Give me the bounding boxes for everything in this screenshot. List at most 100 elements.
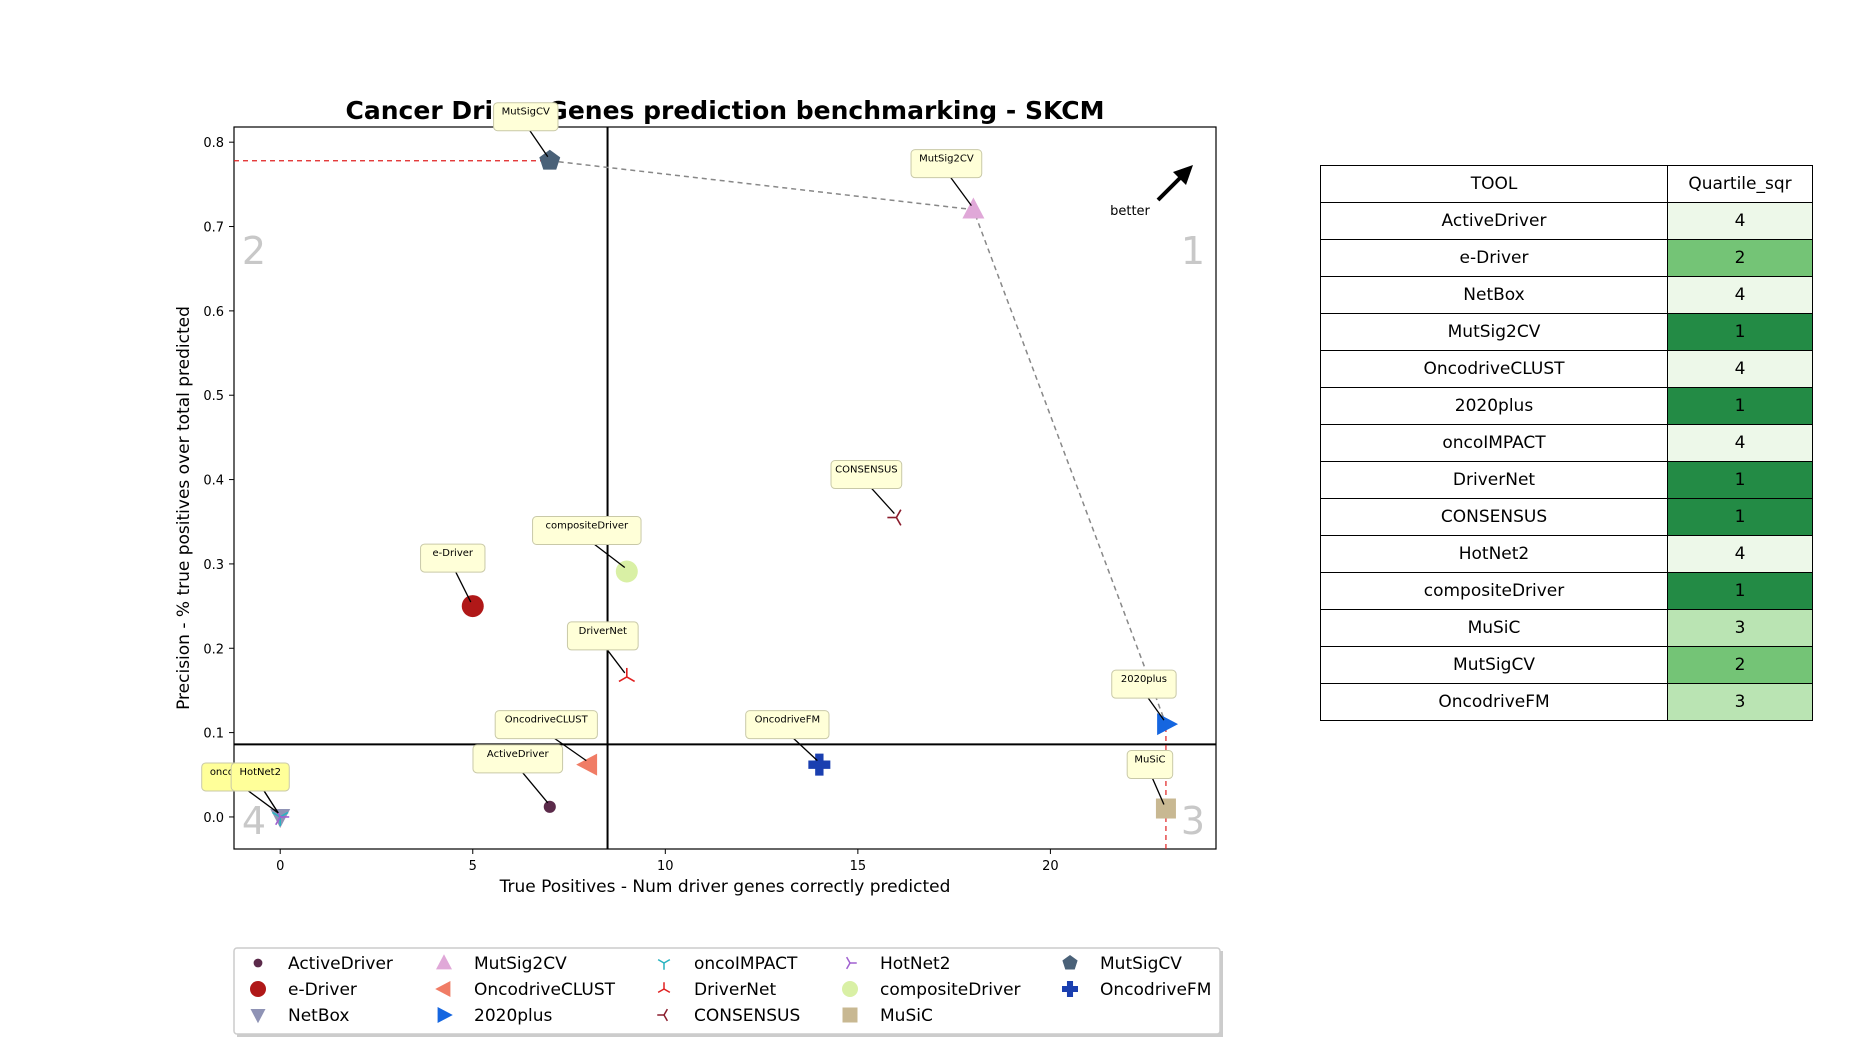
quadrant-label-2: 2 xyxy=(242,229,266,273)
table-cell-tool: OncodriveFM xyxy=(1320,683,1668,721)
table-cell-tool: ActiveDriver xyxy=(1320,202,1668,240)
point-drivernet xyxy=(618,667,636,683)
legend-item-label: MutSigCV xyxy=(1100,954,1182,974)
annotation-box xyxy=(830,460,903,490)
table-cell-quartile: 4 xyxy=(1667,424,1813,462)
legend-marker xyxy=(436,954,452,970)
y-axis-label: Precision - % true positives over total … xyxy=(174,306,194,710)
legend-marker xyxy=(845,956,857,970)
point-oncodriveclust xyxy=(576,753,598,776)
table-cell-tool: MutSig2CV xyxy=(1320,313,1668,351)
plot-area: 0 5 10 15 20 0.0 0.1 0.2 0.3 0.4 0.5 0.6 0.7 0.8 1 2 3 4 b… xyxy=(201,102,1217,874)
table-cell-quartile: 2 xyxy=(1667,646,1813,684)
legend-marker xyxy=(842,1007,858,1023)
pareto-frontier-line xyxy=(549,159,1167,725)
x-tick-label: 15 xyxy=(850,859,867,874)
table-cell-tool: compositeDriver xyxy=(1320,572,1668,610)
table-header-row: TOOL Quartile_sqr xyxy=(1320,165,1813,203)
table-row: HotNet2 4 xyxy=(1320,535,1813,573)
legend-item-label: MuSiC xyxy=(880,1006,933,1026)
legend-marker xyxy=(437,1007,453,1023)
y-tick-label: 0.1 xyxy=(203,727,224,742)
legend-marker xyxy=(1062,955,1078,970)
point-activedriver xyxy=(543,800,556,813)
point-oncodrivefm xyxy=(808,753,831,776)
point-consensus xyxy=(887,509,902,526)
legend-item-label: NetBox xyxy=(288,1006,349,1026)
annotation-box xyxy=(494,710,598,740)
table-cell-tool: DriverNet xyxy=(1320,461,1668,499)
point-mutsigcv xyxy=(539,149,561,170)
plot-frame xyxy=(233,126,1217,850)
table-cell-quartile: 1 xyxy=(1667,387,1813,425)
y-tick-label: 0.2 xyxy=(203,642,224,657)
x-tick-label: 0 xyxy=(276,859,284,874)
legend-marker xyxy=(250,981,266,997)
chart-title: Cancer Driver Genes prediction benchmark… xyxy=(346,96,1105,125)
annotation-label: e-Driver xyxy=(432,548,473,559)
table-row: 2020plus 1 xyxy=(1320,387,1813,425)
annotation-label: HotNet2 xyxy=(239,767,280,778)
legend-marker xyxy=(253,958,263,968)
table-header-quartile: Quartile_sqr xyxy=(1667,165,1813,203)
annotation-box xyxy=(1126,750,1174,780)
legend-item-label: HotNet2 xyxy=(880,954,951,974)
point-compositedriver xyxy=(615,560,638,583)
quadrant-label-4: 4 xyxy=(242,799,266,843)
table-row: OncodriveCLUST 4 xyxy=(1320,350,1813,388)
legend-marker xyxy=(657,982,671,994)
table-cell-tool: e-Driver xyxy=(1320,239,1668,277)
quadrant-label-3: 3 xyxy=(1181,799,1205,843)
legend-marker xyxy=(435,981,451,997)
point-mutsig2cv xyxy=(962,197,985,219)
table-cell-tool: oncoIMPACT xyxy=(1320,424,1668,462)
annotation-label: DriverNet xyxy=(579,626,627,637)
table-row: CONSENSUS 1 xyxy=(1320,498,1813,536)
better-label: better xyxy=(1110,204,1150,219)
y-tick-label: 0.5 xyxy=(203,389,224,404)
table-cell-tool: OncodriveCLUST xyxy=(1320,350,1668,388)
table-row: MuSiC 3 xyxy=(1320,609,1813,647)
annotation-label: CONSENSUS xyxy=(835,465,898,476)
legend-item-label: oncoIMPACT xyxy=(694,954,798,974)
legend-item-label: ActiveDriver xyxy=(288,954,393,974)
better-arrowhead xyxy=(1173,165,1193,185)
legend-item-label: 2020plus xyxy=(474,1006,553,1026)
x-axis-label: True Positives - Num driver genes correc… xyxy=(499,877,951,897)
annotation-box xyxy=(566,621,639,651)
table-header-tool: TOOL xyxy=(1320,165,1668,203)
annotation-box xyxy=(745,710,830,740)
table-cell-tool: MuSiC xyxy=(1320,609,1668,647)
table-row: MutSigCV 2 xyxy=(1320,646,1813,684)
quadrant-label-1: 1 xyxy=(1181,229,1205,273)
table-cell-quartile: 3 xyxy=(1667,609,1813,647)
legend-marker xyxy=(657,958,671,970)
annotation-box xyxy=(493,102,559,132)
point-e-driver xyxy=(461,595,484,618)
legend-item-label: MutSig2CV xyxy=(474,954,567,974)
table-row: OncodriveFM 3 xyxy=(1320,683,1813,721)
annotation-label: 2020plus xyxy=(1121,674,1167,685)
legend-item-label: CONSENSUS xyxy=(694,1006,800,1026)
table-cell-quartile: 4 xyxy=(1667,202,1813,240)
legend-item-label: DriverNet xyxy=(694,980,776,1000)
y-tick-label: 0.8 xyxy=(203,136,224,151)
table-cell-tool: HotNet2 xyxy=(1320,535,1668,573)
table-row: MutSig2CV 1 xyxy=(1320,313,1813,351)
legend-marker xyxy=(1062,981,1078,997)
table-row: NetBox 4 xyxy=(1320,276,1813,314)
annotation-label: ActiveDriver xyxy=(487,749,550,760)
annotation-box xyxy=(1111,669,1177,699)
quartile-table: TOOL Quartile_sqr ActiveDriver 4 e-Driver 2… xyxy=(1320,165,1813,721)
legend-item-label: compositeDriver xyxy=(880,980,1021,1000)
point-2020plus xyxy=(1157,713,1179,736)
table-cell-tool: 2020plus xyxy=(1320,387,1668,425)
table-row: e-Driver 2 xyxy=(1320,239,1813,277)
annotation-label: MutSigCV xyxy=(502,107,550,118)
y-tick-label: 0.0 xyxy=(203,811,224,826)
table-cell-quartile: 4 xyxy=(1667,535,1813,573)
legend-marker xyxy=(657,1008,669,1022)
table-row: ActiveDriver 4 xyxy=(1320,202,1813,240)
legend-marker xyxy=(250,1009,266,1024)
